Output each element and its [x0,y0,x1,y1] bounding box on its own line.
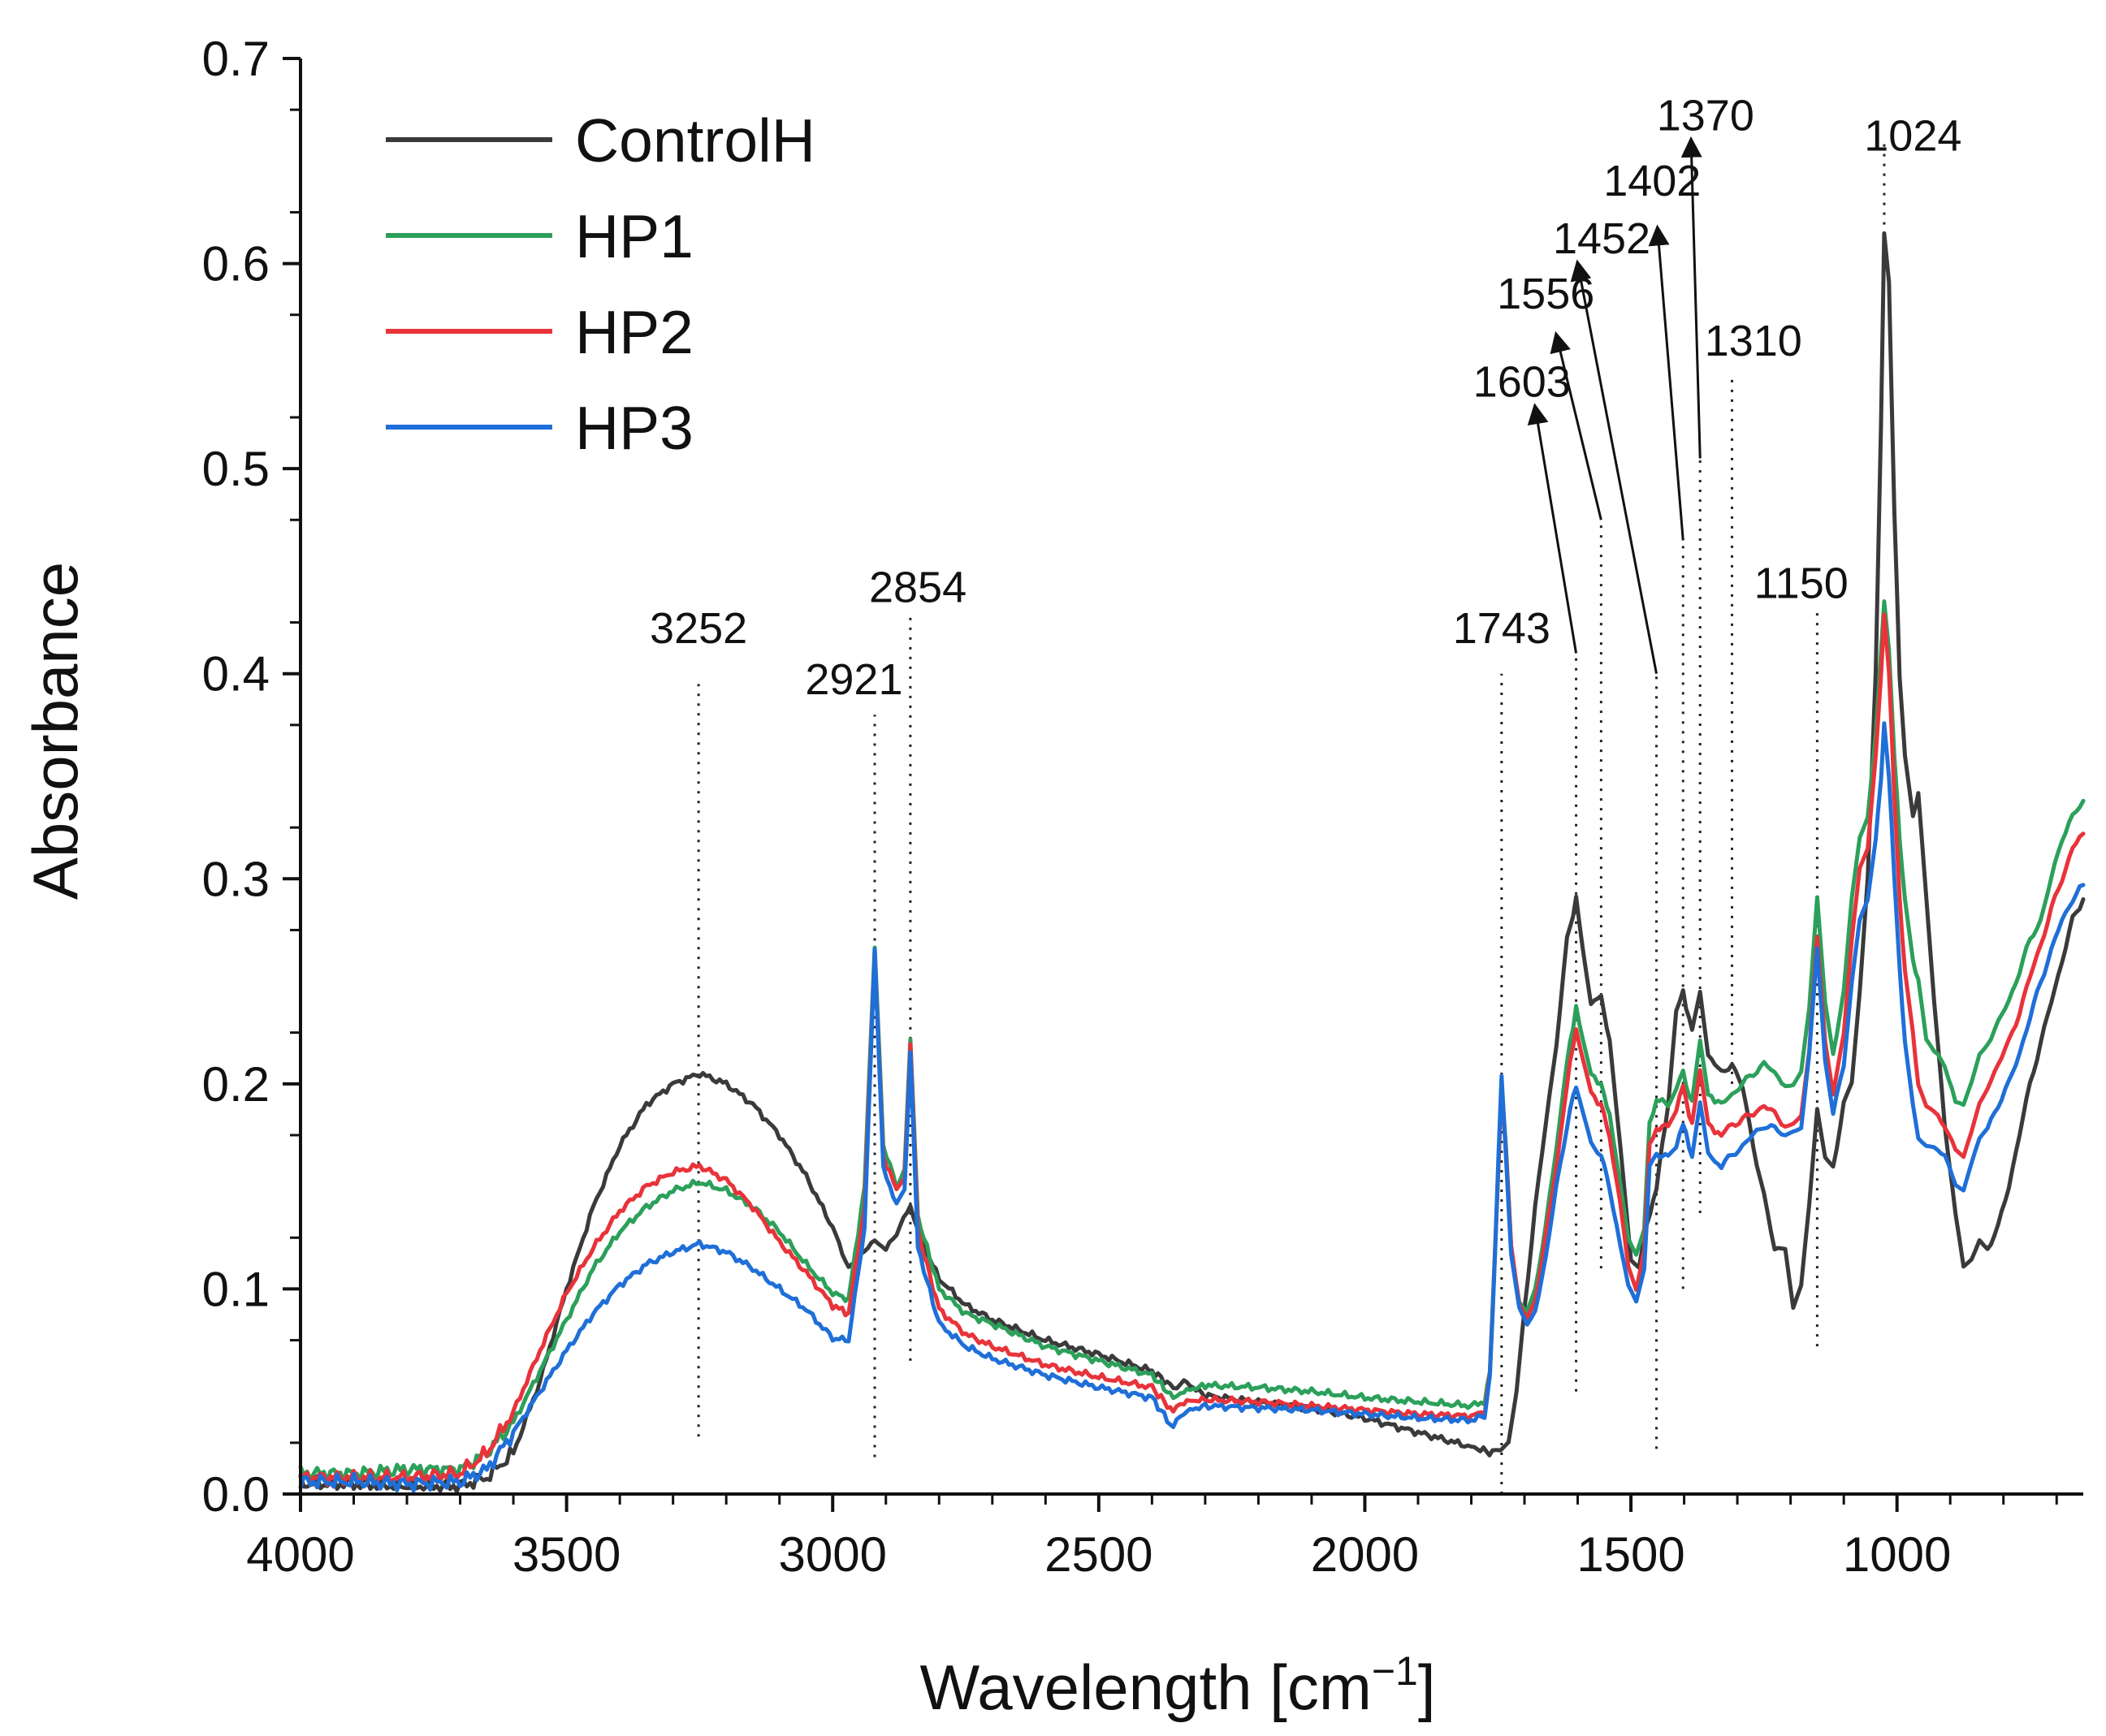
peak-label-1743: 1743 [1453,604,1550,653]
y-tick-label: 0.7 [202,32,270,86]
x-tick-label: 4000 [246,1527,354,1582]
y-tick-label: 0.6 [202,237,270,291]
peak-label-1370: 1370 [1657,91,1754,140]
y-tick-label: 0.1 [202,1262,270,1316]
x-axis-title: Wavelength [cm−1] [919,1648,1435,1723]
x-tick-label: 1000 [1843,1527,1951,1582]
axes: 4000 3500 3000 2500 2000 1500 1000 0.0 0.1 0.2 0.3… [202,32,2083,1582]
legend-label-hp3: HP3 [575,394,694,462]
peak-label-2921: 2921 [805,655,902,704]
x-tick-label: 2500 [1044,1527,1152,1582]
series-line-controlh [298,231,2086,1494]
y-tick-label: 0.3 [202,852,270,906]
peak-label-3252: 3252 [650,604,747,653]
legend-label-hp1: HP1 [575,202,694,270]
x-axis-title-superscript: −1 [1372,1648,1418,1694]
peak-label-1452: 1452 [1553,214,1650,263]
y-axis-title: Absorbance [19,562,91,900]
x-axis-title-main: Wavelength [cm [919,1652,1371,1723]
peak-arrow-1370 [1680,136,1702,459]
series-lines [298,231,2086,1494]
peak-label-1024: 1024 [1864,112,1961,161]
peak-arrow-1556 [1550,330,1602,520]
peak-label-2854: 2854 [869,563,967,611]
series-line-hp3 [298,721,2086,1493]
legend-label-hp2: HP2 [575,298,694,366]
x-tick-label: 3000 [778,1527,886,1582]
y-tick-label: 0.2 [202,1057,270,1112]
peak-label-1402: 1402 [1603,157,1701,205]
x-axis-title-close: ] [1418,1652,1436,1723]
series-line-hp1 [298,599,2086,1483]
y-tick-label: 0.5 [202,442,270,496]
peak-arrow-1402 [1648,224,1684,541]
legend-label-controlh: ControlH [575,106,815,175]
peak-label-1310: 1310 [1705,317,1802,365]
peak-label-1150: 1150 [1754,559,1849,607]
x-tick-label: 2000 [1311,1527,1419,1582]
peak-arrow-1603 [1527,403,1578,654]
x-tick-label: 1500 [1576,1527,1684,1582]
peak-arrow-1452 [1570,259,1658,674]
peak-label-1603: 1603 [1473,358,1571,407]
y-tick-label: 0.4 [202,647,270,702]
x-tick-label: 3500 [512,1527,621,1582]
series-line-hp2 [298,612,2086,1488]
peak-guides: 3252292128541743160315561452140213701310… [650,91,1961,1494]
legend: ControlH HP1 HP2 HP3 [386,106,815,462]
y-tick-label: 0.0 [202,1467,270,1522]
